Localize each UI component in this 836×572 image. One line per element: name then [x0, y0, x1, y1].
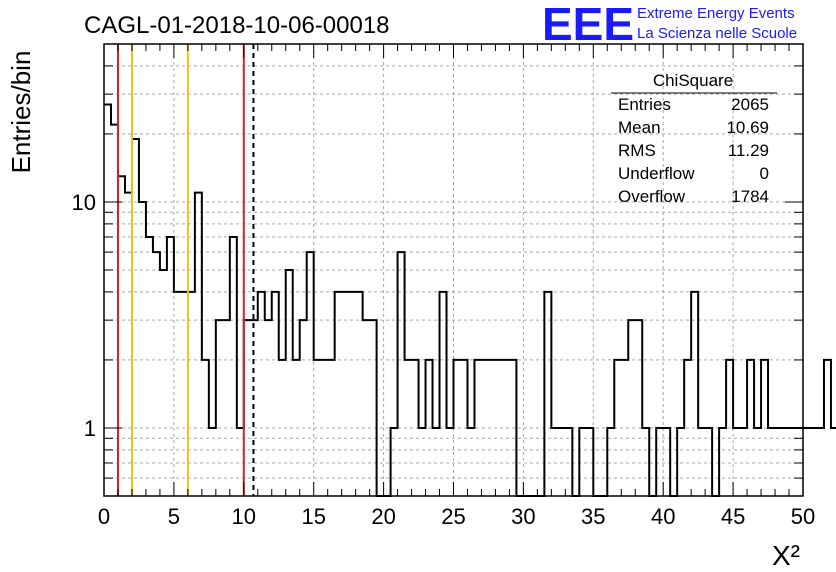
x-tick-label: 5	[168, 504, 180, 529]
stats-value: 0	[760, 164, 769, 183]
stats-label: Overflow	[618, 187, 686, 206]
marker-lines	[116, 44, 255, 496]
histogram-outline	[104, 103, 836, 497]
stats-label: RMS	[618, 141, 656, 160]
stats-label: Mean	[618, 118, 661, 137]
x-tick-label: 10	[232, 504, 256, 529]
y-axis-label: Entries/bin	[6, 51, 36, 174]
y-tick-label: 1	[84, 416, 96, 441]
logo-line-2: La Scienza nelle Scuole	[637, 25, 797, 42]
stats-title: ChiSquare	[653, 71, 733, 90]
logo-line-1: Extreme Energy Events	[637, 5, 795, 22]
x-tick-label: 50	[791, 504, 815, 529]
stats-value: 11.29	[728, 141, 769, 160]
stats-value: 10.69	[726, 118, 769, 137]
stats-label: Entries	[618, 95, 671, 114]
stats-value: 1784	[731, 187, 769, 206]
chart-title: CAGL-01-2018-10-06-00018	[84, 12, 390, 39]
histogram-bars	[104, 103, 836, 497]
x-tick-label: 45	[721, 504, 745, 529]
x-tick-label: 0	[98, 504, 110, 529]
x-tick-label: 25	[441, 504, 465, 529]
stats-label: Underflow	[618, 164, 695, 183]
stats-box: ChiSquare Entries 2065 Mean 10.69 RMS 11…	[611, 71, 777, 206]
axes: 0 5 10 15 20 25 30 35 40 45 50 1 10	[72, 43, 815, 529]
x-tick-label: 15	[301, 504, 325, 529]
eee-logo: EEE	[542, 0, 634, 50]
x-tick-label: 35	[581, 504, 605, 529]
x-axis-label: X²	[772, 540, 800, 571]
x-tick-label: 20	[371, 504, 395, 529]
x-tick-label: 40	[651, 504, 675, 529]
y-tick-label: 10	[72, 190, 96, 215]
x-tick-label: 30	[511, 504, 535, 529]
stats-value: 2065	[731, 95, 769, 114]
